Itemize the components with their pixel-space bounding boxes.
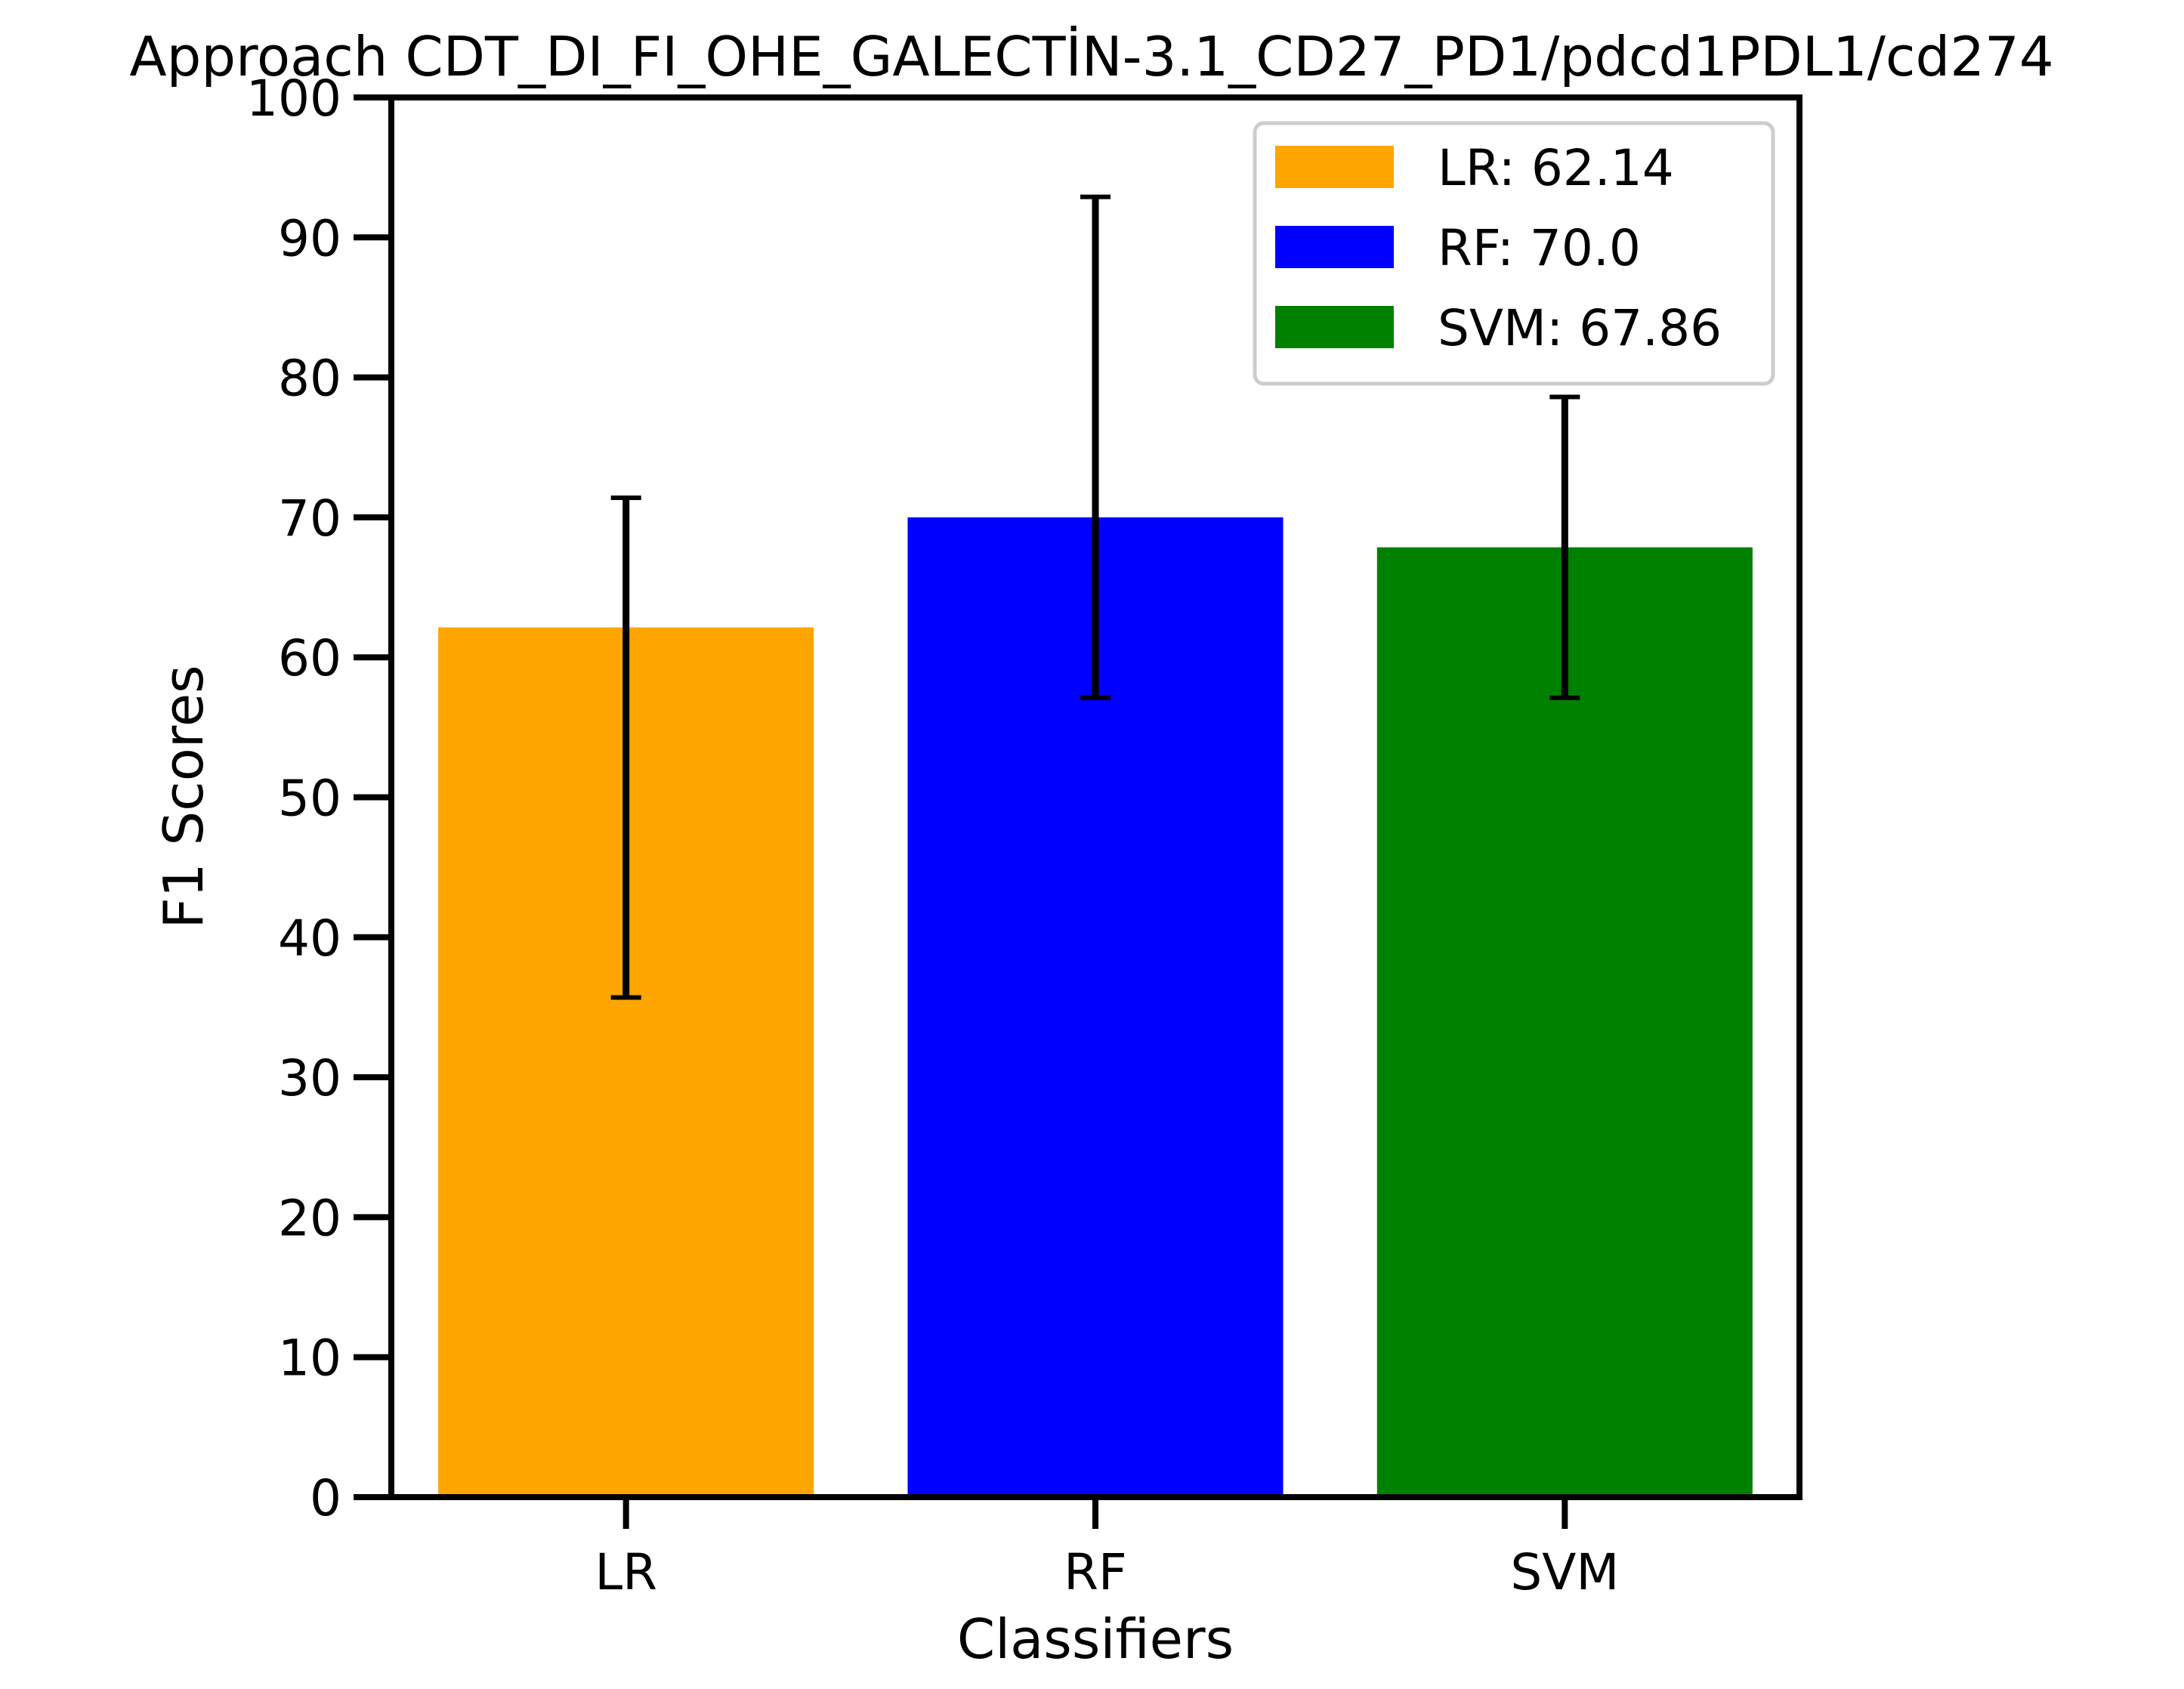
errorbars-layer	[610, 194, 1580, 1000]
y-tick-label-40: 40	[278, 909, 341, 968]
chart-title: Approach CDT_DI_FI_OHE_GALECTİN-3.1_CD27…	[129, 25, 2053, 88]
y-axis: 0 10 20 30 40 50 60 70 80 90 100	[246, 69, 391, 1527]
y-tick-label-60: 60	[278, 629, 341, 687]
y-tick-label-10: 10	[278, 1329, 341, 1388]
y-tick-label-0: 0	[310, 1469, 341, 1527]
bar-svm	[1376, 547, 1753, 1497]
plot-frame	[388, 94, 1802, 1500]
x-tick-label-lr: LR	[595, 1543, 657, 1601]
x-tick-label-svm: SVM	[1510, 1543, 1619, 1601]
y-tick-label-80: 80	[278, 350, 341, 408]
y-tick-label-30: 30	[278, 1049, 341, 1107]
x-axis: LR RF SVM	[595, 1497, 1619, 1601]
legend-swatch-svm	[1275, 306, 1394, 348]
x-axis-label: Classifiers	[957, 1607, 1234, 1671]
y-axis-label: F1 Scores	[152, 665, 215, 928]
legend-label-lr: LR: 62.14	[1438, 139, 1674, 197]
y-tick-label-70: 70	[278, 489, 341, 548]
legend-label-rf: RF: 70.0	[1438, 219, 1641, 277]
y-tick-label-100: 100	[246, 69, 341, 128]
y-tick-label-20: 20	[278, 1189, 341, 1247]
y-tick-label-90: 90	[278, 209, 341, 267]
legend-swatch-rf	[1275, 226, 1394, 268]
y-tick-label-50: 50	[278, 770, 341, 828]
legend-label-svm: SVM: 67.86	[1438, 299, 1722, 357]
legend: LR: 62.14 RF: 70.0 SVM: 67.86	[1253, 121, 1775, 386]
legend-swatch-lr	[1275, 146, 1394, 188]
x-tick-label-rf: RF	[1064, 1543, 1127, 1601]
